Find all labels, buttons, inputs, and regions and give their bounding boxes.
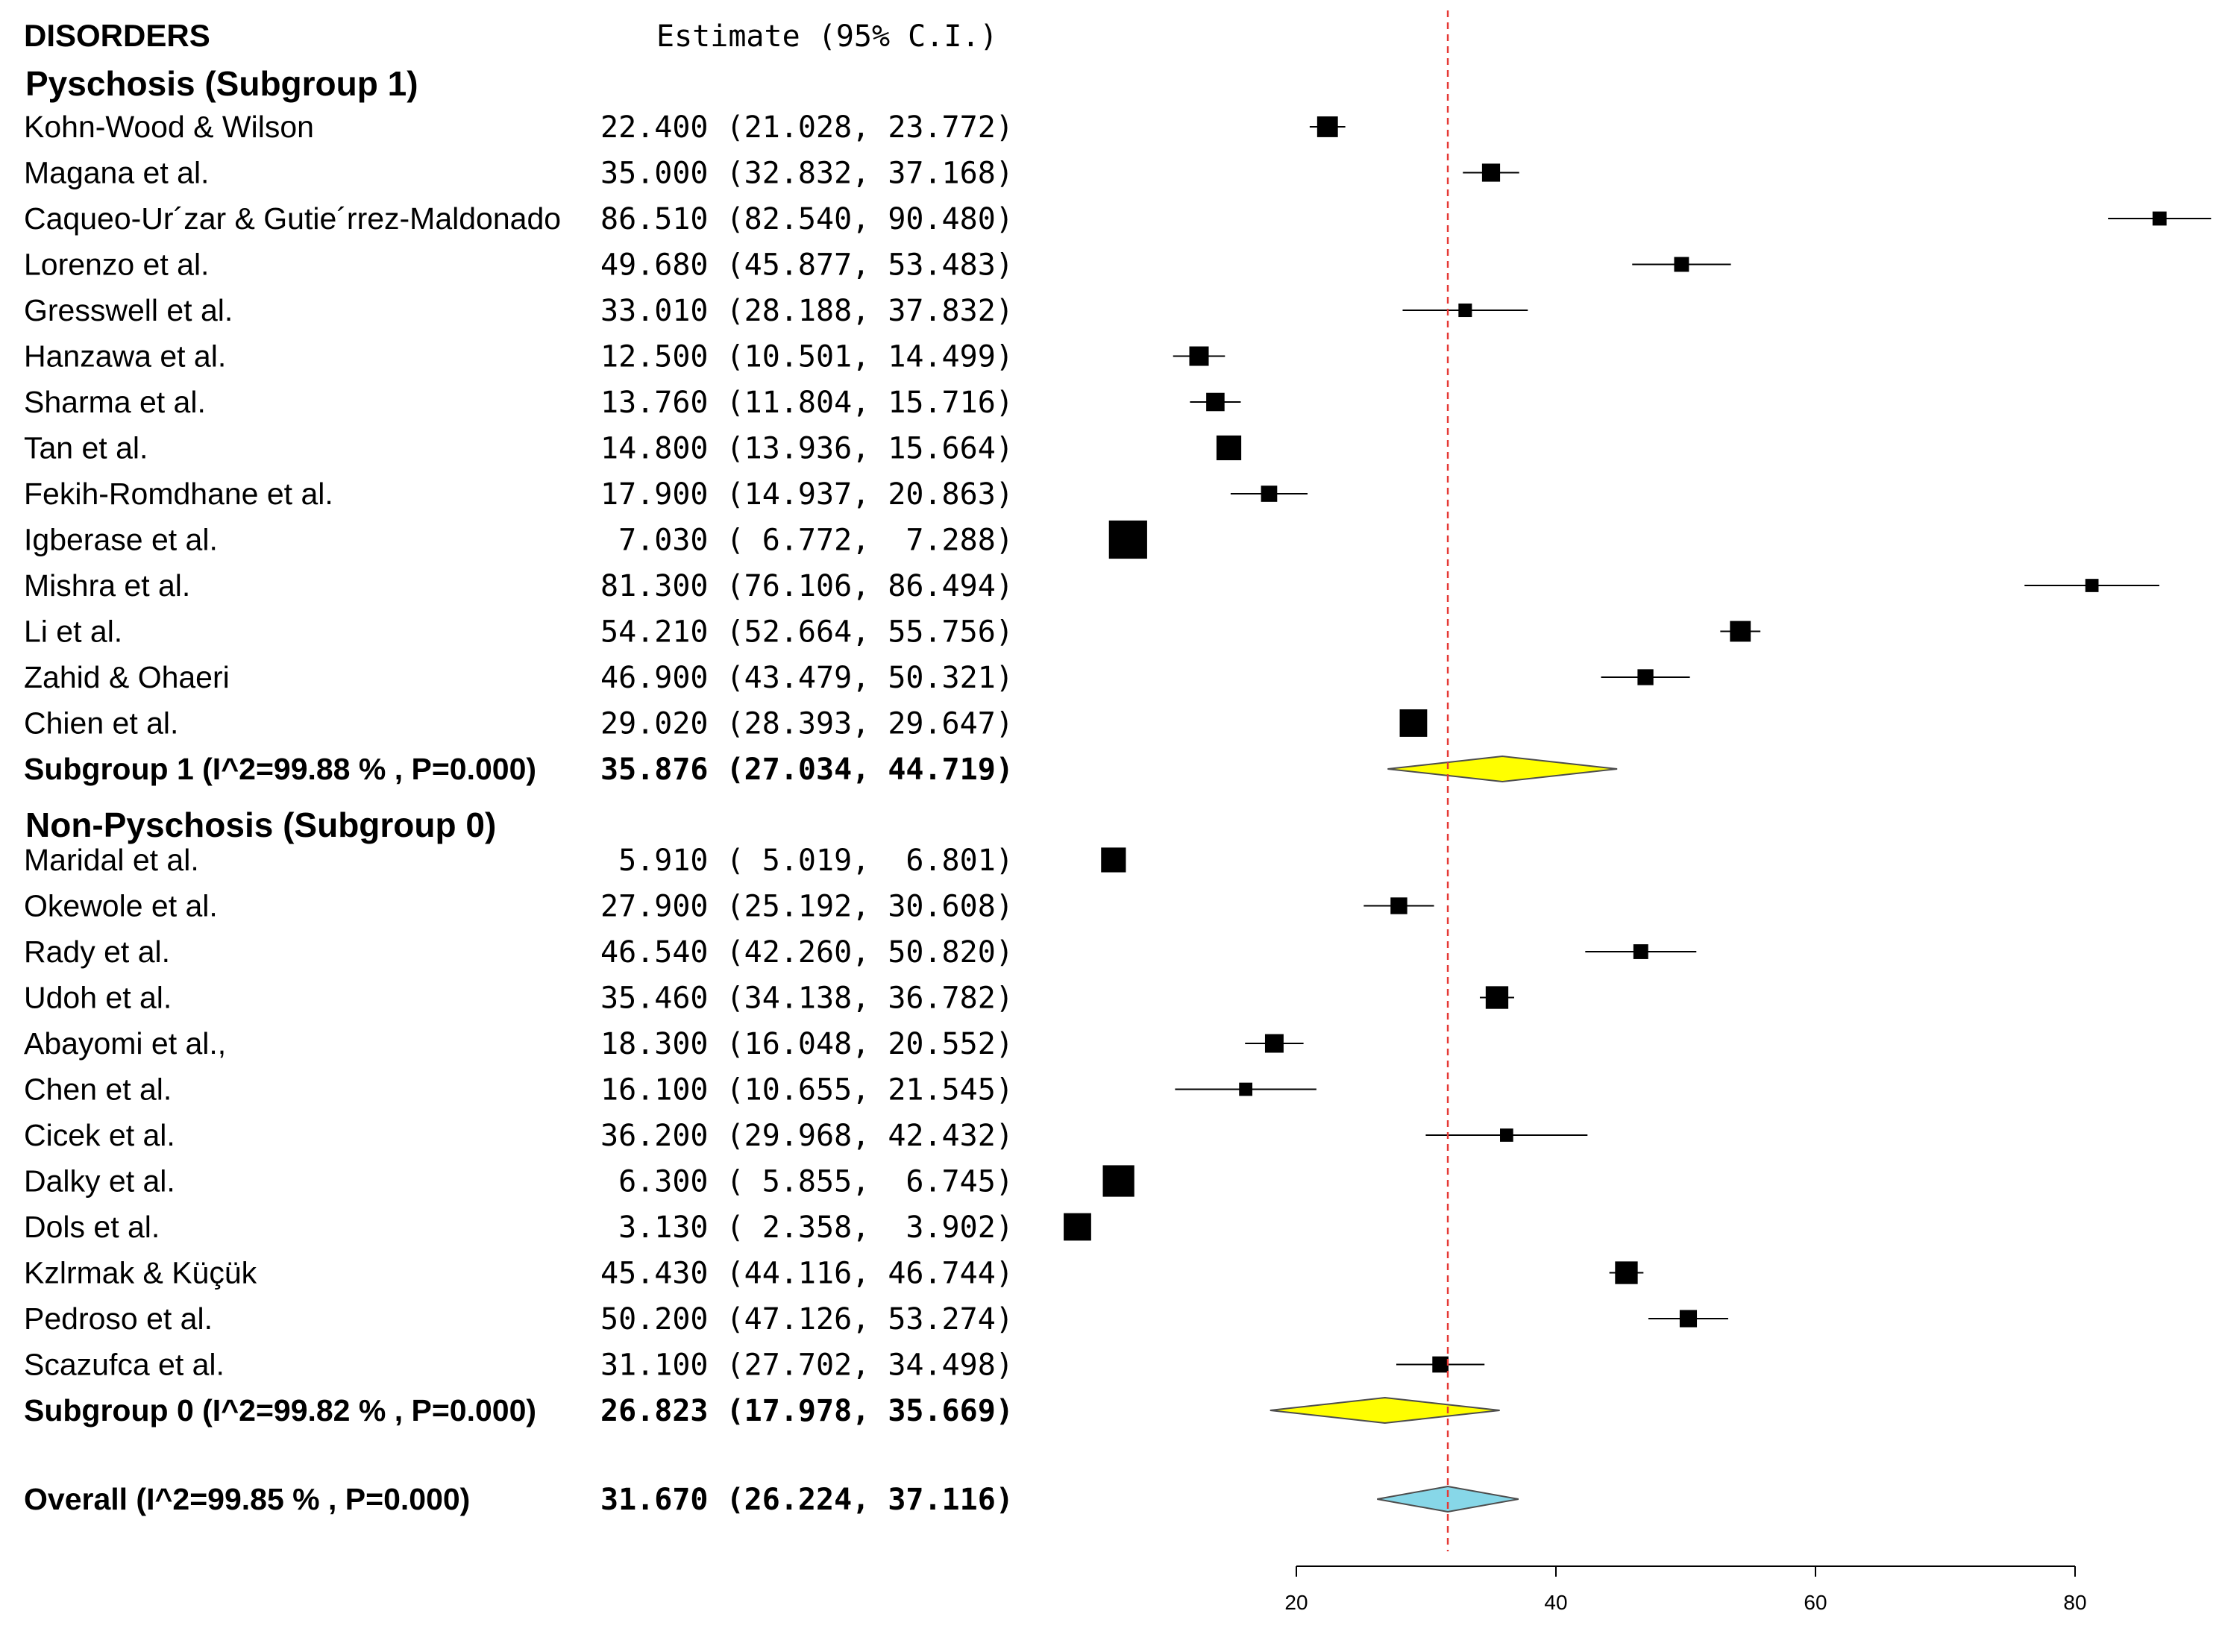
study-name: Kzlrmak & Küçük (24, 1256, 257, 1290)
point-estimate (1485, 986, 1509, 1009)
study-estimate: 33.010 (28.188, 37.832) (600, 294, 1014, 328)
study-estimate: 45.430 (44.116, 46.744) (600, 1257, 1014, 1291)
study-name: Chien et al. (24, 706, 178, 741)
point-estimate (1730, 621, 1751, 642)
study-name: Magana et al. (24, 156, 209, 190)
forest-marks (1064, 10, 2212, 1551)
study-name: Hanzawa et al. (24, 339, 226, 374)
study-name: Rady et al. (24, 935, 170, 969)
study-name: Tan et al. (24, 431, 148, 465)
study-estimate: 5.910 ( 5.019, 6.801) (600, 844, 1014, 878)
point-estimate (1064, 1213, 1091, 1241)
study-estimate: 54.210 (52.664, 55.756) (600, 615, 1014, 650)
study-estimate: 31.100 (27.702, 34.498) (600, 1348, 1014, 1383)
point-estimate (1399, 709, 1428, 737)
study-estimate: 13.760 (11.804, 15.716) (600, 386, 1014, 420)
study-estimate: 46.540 (42.260, 50.820) (600, 935, 1014, 970)
study-estimate: 46.900 (43.479, 50.321) (600, 661, 1014, 695)
x-tick-label: 40 (1544, 1591, 1567, 1614)
point-estimate (1261, 486, 1278, 502)
subgroup-diamond (1387, 755, 1618, 783)
point-estimate (1679, 1310, 1698, 1328)
point-estimate (1189, 346, 1209, 366)
point-estimate (1674, 257, 1689, 272)
study-name: Mishra et al. (24, 568, 190, 603)
point-estimate (1206, 392, 1225, 412)
study-name: Dols et al. (24, 1210, 160, 1244)
study-name: Sharma et al. (24, 385, 206, 419)
x-tick-label: 80 (2063, 1591, 2086, 1614)
subgroup-summary-estimate: 26.823 (17.978, 35.669) (600, 1394, 1014, 1428)
point-estimate (1264, 1034, 1284, 1053)
study-estimate: 17.900 (14.937, 20.863) (600, 477, 1014, 512)
study-name: Abayomi et al., (24, 1026, 226, 1061)
subgroup-title: Pyschosis (Subgroup 1) (25, 64, 418, 103)
study-estimate: 29.020 (28.393, 29.647) (600, 707, 1014, 741)
study-name: Maridal et al. (24, 843, 199, 877)
point-estimate (1390, 897, 1407, 914)
subgroup-title: Non-Pyschosis (Subgroup 0) (25, 805, 496, 844)
subgroup-summary-label: Subgroup 0 (I^2=99.82 % , P=0.000) (24, 1393, 536, 1428)
overall-estimate: 31.670 (26.224, 37.116) (600, 1483, 1014, 1517)
study-estimate: 7.030 ( 6.772, 7.288) (600, 524, 1014, 558)
study-estimate: 16.100 (10.655, 21.545) (600, 1073, 1014, 1108)
study-name: Dalky et al. (24, 1164, 175, 1199)
study-name: Kohn-Wood & Wilson (24, 110, 314, 144)
study-estimate: 36.200 (29.968, 42.432) (600, 1119, 1014, 1153)
point-estimate (1637, 669, 1654, 685)
point-estimate (1316, 116, 1338, 137)
study-name: Lorenzo et al. (24, 248, 209, 282)
study-name: Scazufca et al. (24, 1348, 225, 1382)
x-tick-label: 20 (1284, 1591, 1308, 1614)
point-estimate (1633, 944, 1648, 959)
study-estimate: 27.900 (25.192, 30.608) (600, 890, 1014, 924)
point-estimate (1615, 1261, 1638, 1284)
study-estimate: 86.510 (82.540, 90.480) (600, 202, 1014, 236)
forest-rows: Pyschosis (Subgroup 1) Kohn-Wood & Wilson… (24, 64, 1014, 1517)
x-axis: 20 40 60 80 (1284, 1565, 2087, 1614)
point-estimate (1481, 163, 1501, 182)
study-estimate: 50.200 (47.126, 53.274) (600, 1302, 1014, 1337)
study-name: Udoh et al. (24, 981, 172, 1015)
study-estimate: 3.130 ( 2.358, 3.902) (600, 1210, 1014, 1245)
subgroup-summary-estimate: 35.876 (27.034, 44.719) (600, 753, 1014, 787)
point-estimate (1500, 1128, 1513, 1142)
x-tick-label: 60 (1804, 1591, 1827, 1614)
estimate-ci-header: Estimate (95% C.I.) (656, 19, 998, 54)
study-estimate: 12.500 (10.501, 14.499) (600, 340, 1014, 374)
study-name: Caqueo-Ur´zar & Gutie´rrez-Maldonado (24, 201, 561, 236)
subgroup-diamond (1270, 1396, 1500, 1425)
study-name: Chen et al. (24, 1072, 172, 1107)
study-name: Fekih-Romdhane et al. (24, 477, 333, 511)
point-estimate (1239, 1082, 1252, 1096)
point-estimate (1101, 847, 1126, 873)
overall-diamond (1377, 1485, 1519, 1513)
study-name: Okewole et al. (24, 889, 218, 923)
study-estimate: 49.680 (45.877, 53.483) (600, 248, 1014, 283)
study-name: Gresswell et al. (24, 293, 233, 327)
study-estimate: 14.800 (13.936, 15.664) (600, 432, 1014, 466)
study-name: Igberase et al. (24, 523, 218, 557)
point-estimate (2085, 579, 2099, 592)
point-estimate (1216, 435, 1242, 461)
study-estimate: 6.300 ( 5.855, 6.745) (600, 1165, 1014, 1199)
point-estimate (1108, 520, 1147, 559)
study-estimate: 81.300 (76.106, 86.494) (600, 569, 1014, 603)
study-name: Pedroso et al. (24, 1301, 213, 1336)
point-estimate (1432, 1356, 1449, 1373)
subgroup-summary-label: Subgroup 1 (I^2=99.88 % , P=0.000) (24, 752, 536, 786)
point-estimate (1458, 303, 1472, 318)
point-estimate (1102, 1165, 1134, 1197)
overall-label: Overall (I^2=99.85 % , P=0.000) (24, 1482, 470, 1516)
point-estimate (2152, 211, 2167, 226)
study-estimate: 35.460 (34.138, 36.782) (600, 982, 1014, 1016)
study-estimate: 18.300 (16.048, 20.552) (600, 1027, 1014, 1061)
study-estimate: 22.400 (21.028, 23.772) (600, 110, 1014, 145)
disorders-header: DISORDERS (24, 18, 210, 53)
study-name: Zahid & Ohaeri (24, 660, 230, 694)
study-estimate: 35.000 (32.832, 37.168) (600, 157, 1014, 191)
study-name: Li et al. (24, 615, 122, 649)
study-name: Cicek et al. (24, 1118, 175, 1152)
